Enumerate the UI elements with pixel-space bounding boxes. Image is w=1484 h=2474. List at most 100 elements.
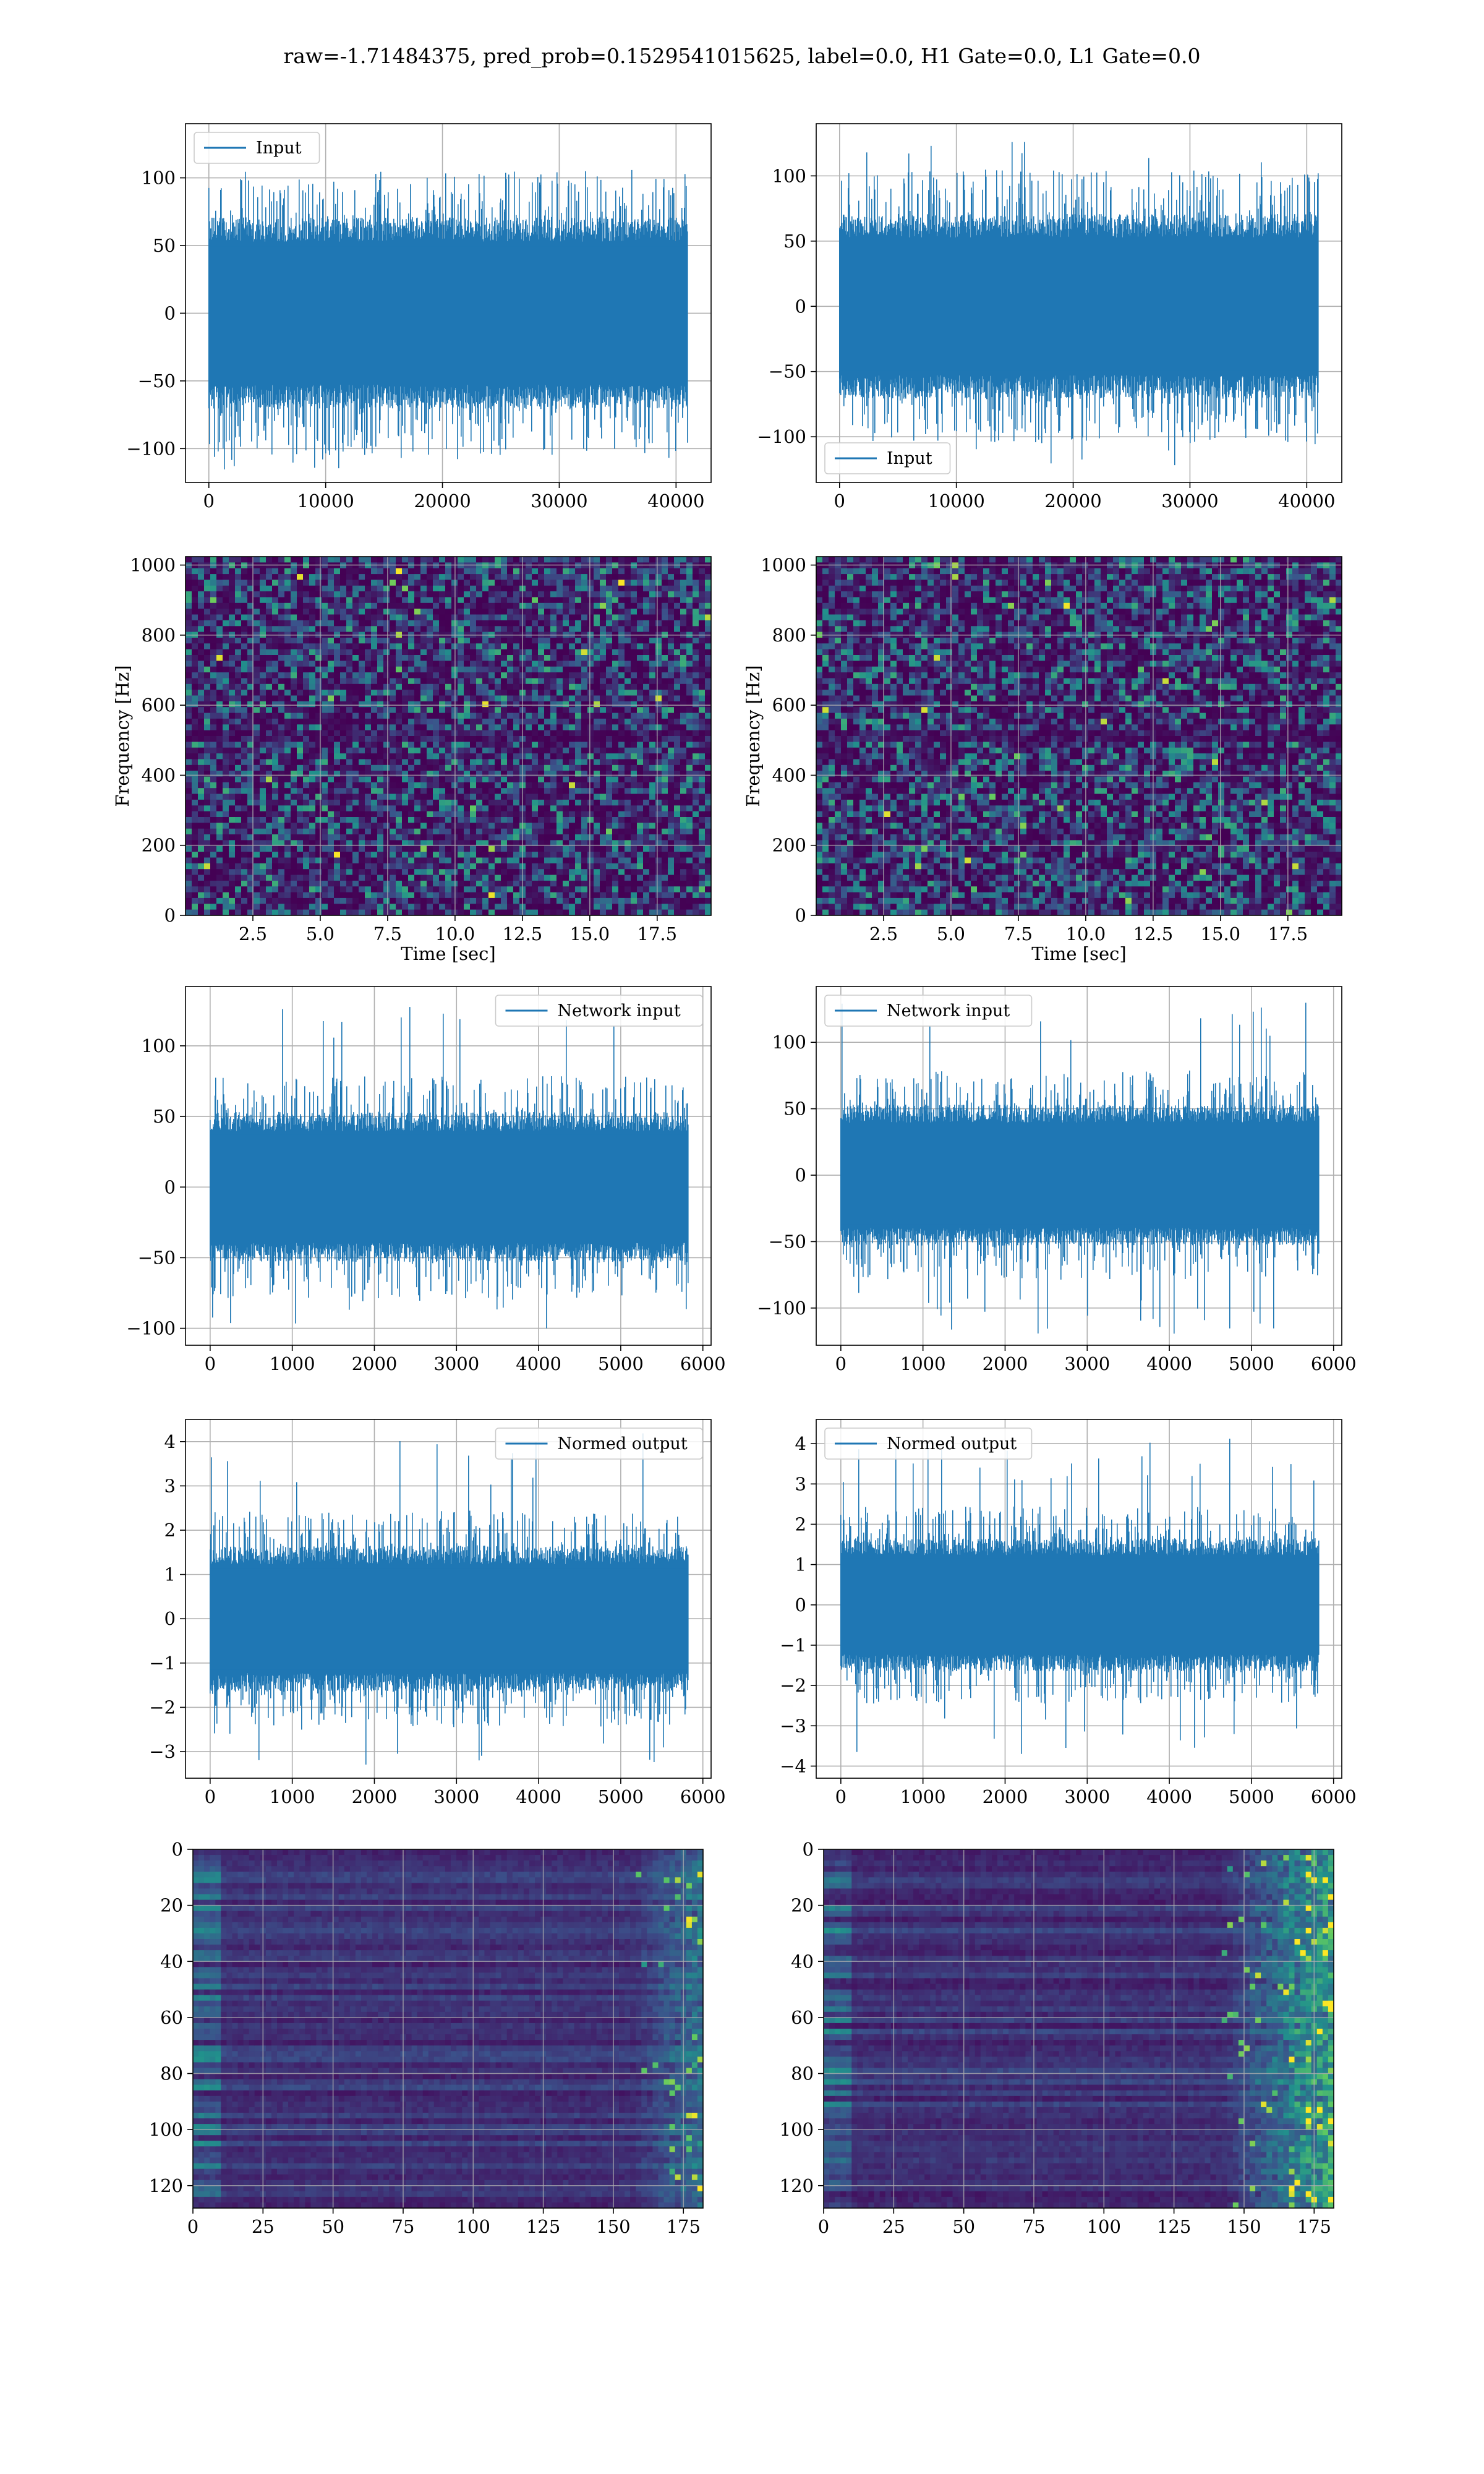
network-input-h1-plot-area — [186, 987, 711, 1345]
x-tick-label: 0 — [203, 490, 215, 511]
x-tick-label: 100 — [1087, 2216, 1121, 2237]
x-tick-label: 6000 — [1311, 1353, 1357, 1374]
y-tick-label: −1 — [149, 1653, 176, 1674]
spectrogram-l1-y-axis-label: Frequency [Hz] — [743, 665, 764, 807]
x-tick-label: 40000 — [1278, 490, 1335, 511]
x-tick-label: 1000 — [270, 1786, 315, 1807]
spectrogram-l1-panel: 2.5 5.0 7.5 10.0 12.5 15.0 17.5 0 200 400 600 800 10… — [743, 555, 1342, 964]
y-tick-label: 80 — [791, 2063, 814, 2084]
x-tick-label: 30000 — [1161, 490, 1218, 511]
y-tick-label: −2 — [149, 1697, 176, 1718]
x-tick-label: 10000 — [297, 490, 354, 511]
x-tick-label: 5000 — [598, 1353, 644, 1374]
feature-map-h1-frame — [192, 1849, 704, 2209]
normed-output-h1-panel: 0 1000 2000 3000 4000 5000 6000 −3 −2 −1 0 1 2 3 4 Norm… — [149, 1419, 726, 1807]
y-tick-label: −3 — [780, 1715, 806, 1736]
x-tick-label: 125 — [526, 2216, 560, 2237]
legend-label: Normed output — [558, 1434, 688, 1453]
feature-map-l1-frame — [823, 1849, 1334, 2209]
y-tick-label: 600 — [142, 695, 176, 716]
x-tick-label: 10.0 — [435, 923, 475, 944]
network-input-l1-legend: Network input — [824, 995, 1033, 1027]
y-tick-label: 20 — [160, 1895, 183, 1916]
y-tick-label: 4 — [795, 1433, 806, 1454]
network-input-h1-panel: 0 1000 2000 3000 4000 5000 6000 −100 −50 0 50 100 Ne… — [126, 986, 726, 1374]
x-tick-label: 6000 — [680, 1786, 726, 1807]
x-tick-label: 0 — [187, 2216, 198, 2237]
y-tick-label: 60 — [160, 2007, 183, 2028]
x-tick-label: 0 — [834, 490, 845, 511]
y-tick-label: 0 — [172, 1839, 183, 1860]
feature-map-l1-panel: 0 25 50 75 100 125 150 175 0 20 40 60 80 100 120 — [780, 1839, 1334, 2237]
x-tick-label: 4000 — [1146, 1353, 1192, 1374]
y-tick-label: 400 — [772, 764, 806, 785]
spectrogram-l1-frame — [816, 556, 1342, 916]
y-tick-label: 0 — [164, 302, 176, 323]
normed-output-l1-panel: 0 1000 2000 3000 4000 5000 6000 −4 −3 −2 −1 0 1 2 3 4 No… — [780, 1419, 1357, 1807]
y-tick-label: 50 — [153, 235, 176, 256]
legend-label: Input — [256, 139, 302, 158]
y-tick-label: 400 — [142, 764, 176, 785]
x-tick-label: 6000 — [680, 1353, 726, 1374]
feature-map-l1-plot-area — [824, 1849, 1334, 2208]
x-tick-label: 15.0 — [570, 923, 610, 944]
x-tick-label: 5000 — [1229, 1786, 1274, 1807]
x-tick-label: 2000 — [983, 1786, 1028, 1807]
x-tick-label: 50 — [322, 2216, 344, 2237]
input-h1-series-core — [208, 246, 688, 380]
network-input-l1-frame — [816, 986, 1342, 1346]
y-tick-label: 800 — [142, 625, 176, 646]
y-tick-label: 50 — [153, 1106, 176, 1127]
x-tick-label: 17.5 — [638, 923, 678, 944]
network-input-l1-plot-area — [816, 987, 1342, 1345]
x-tick-label: 2000 — [352, 1353, 398, 1374]
x-tick-label: 4000 — [516, 1786, 561, 1807]
input-l1-frame — [816, 123, 1342, 483]
y-tick-label: 20 — [791, 1895, 814, 1916]
feature-map-h1-panel: 0 25 50 75 100 125 150 175 0 20 40 60 80 100 120 — [149, 1839, 704, 2237]
normed-output-l1-legend: Normed output — [824, 1427, 1033, 1460]
normed-output-h1-series-core — [210, 1568, 688, 1670]
y-tick-label: −4 — [780, 1755, 806, 1776]
x-tick-label: 2.5 — [869, 923, 898, 944]
x-tick-label: 3000 — [1064, 1786, 1110, 1807]
y-tick-label: 100 — [142, 168, 176, 189]
y-tick-label: 1 — [164, 1564, 176, 1585]
normed-output-h1-frame — [185, 1419, 712, 1779]
network-input-h1-frame — [185, 986, 712, 1346]
normed-output-l1-plot-area — [816, 1419, 1342, 1778]
y-tick-label: 200 — [142, 835, 176, 856]
y-tick-label: 100 — [772, 1032, 806, 1053]
x-tick-label: 15.0 — [1201, 923, 1241, 944]
x-tick-label: 0 — [205, 1786, 216, 1807]
spectrogram-l1-plot-area — [816, 557, 1342, 915]
legend-label: Network input — [558, 1001, 681, 1021]
x-tick-label: 75 — [392, 2216, 415, 2237]
x-tick-label: 10000 — [928, 490, 985, 511]
x-tick-label: 40000 — [647, 490, 704, 511]
x-tick-label: 25 — [252, 2216, 275, 2237]
x-tick-label: 5000 — [1229, 1353, 1274, 1374]
y-tick-label: −50 — [138, 370, 176, 392]
y-tick-label: 100 — [780, 2119, 814, 2140]
y-tick-label: 40 — [160, 1951, 183, 1972]
x-tick-label: 150 — [1227, 2216, 1261, 2237]
normed-output-l1-series-core — [840, 1558, 1319, 1651]
y-tick-label: 1 — [795, 1554, 806, 1575]
y-tick-label: −100 — [126, 1318, 176, 1339]
y-tick-label: 0 — [795, 296, 806, 317]
y-tick-label: 100 — [149, 2119, 183, 2140]
x-tick-label: 6000 — [1311, 1786, 1357, 1807]
x-tick-label: 25 — [882, 2216, 905, 2237]
y-tick-label: 100 — [142, 1035, 176, 1056]
x-tick-label: 175 — [1297, 2216, 1331, 2237]
x-tick-label: 150 — [596, 2216, 630, 2237]
y-tick-label: 0 — [164, 1176, 176, 1197]
x-tick-label: 125 — [1157, 2216, 1191, 2237]
x-tick-label: 0 — [205, 1353, 216, 1374]
x-tick-label: 100 — [456, 2216, 490, 2237]
y-tick-label: 2 — [164, 1520, 176, 1541]
y-tick-label: 0 — [164, 1608, 176, 1629]
y-tick-label: −3 — [149, 1741, 176, 1762]
